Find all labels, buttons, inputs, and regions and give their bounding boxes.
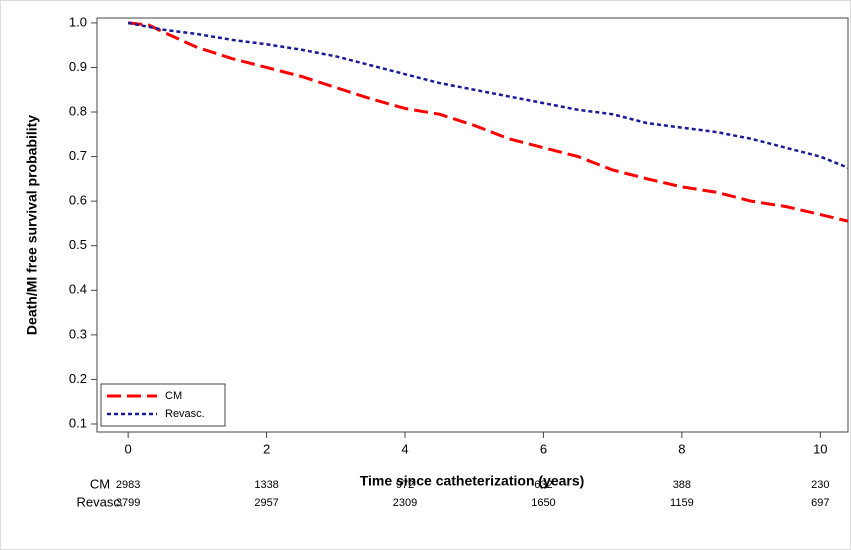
- x-tick-label: 6: [540, 441, 547, 456]
- survival-curve: [127, 21, 848, 169]
- x-axis-title: Time since catheterization (years): [360, 473, 585, 489]
- risk-count: 1650: [531, 497, 555, 509]
- risk-count: 697: [811, 497, 829, 509]
- x-tick-label: 4: [401, 441, 408, 456]
- risk-count: 972: [396, 479, 414, 491]
- y-tick-label: 0.8: [69, 103, 87, 118]
- risk-count: 2983: [116, 479, 140, 491]
- risk-row-name: Revasc.: [77, 494, 124, 509]
- y-tick-label: 1.0: [69, 14, 87, 29]
- legend-label: CM: [165, 390, 182, 402]
- y-tick-label: 0.1: [69, 415, 87, 430]
- survival-curve: [127, 21, 848, 223]
- risk-count: 2957: [254, 497, 278, 509]
- risk-count: 1159: [670, 497, 694, 509]
- y-tick-label: 0.6: [69, 193, 87, 208]
- risk-count: 388: [673, 479, 691, 491]
- risk-count: 2309: [393, 497, 417, 509]
- risk-count: 230: [811, 479, 829, 491]
- x-tick-label: 0: [125, 441, 132, 456]
- x-tick-label: 2: [263, 441, 270, 456]
- y-tick-label: 0.7: [69, 148, 87, 163]
- y-axis-title: Death/MI free survival probability: [24, 115, 40, 335]
- plot-frame: [96, 17, 849, 433]
- y-tick-label: 0.5: [69, 237, 87, 252]
- y-tick-label: 0.9: [69, 59, 87, 74]
- x-tick-label: 10: [813, 441, 827, 456]
- y-tick-label: 0.2: [69, 371, 87, 386]
- risk-row-name: CM: [90, 476, 110, 491]
- risk-count: 632: [534, 479, 552, 491]
- x-tick-label: 8: [678, 441, 685, 456]
- risk-count: 1338: [254, 479, 278, 491]
- risk-count: 3799: [116, 497, 140, 509]
- y-tick-label: 0.3: [69, 326, 87, 341]
- legend-label: Revasc.: [165, 408, 205, 420]
- y-tick-label: 0.4: [69, 282, 87, 297]
- legend-box: [100, 383, 226, 427]
